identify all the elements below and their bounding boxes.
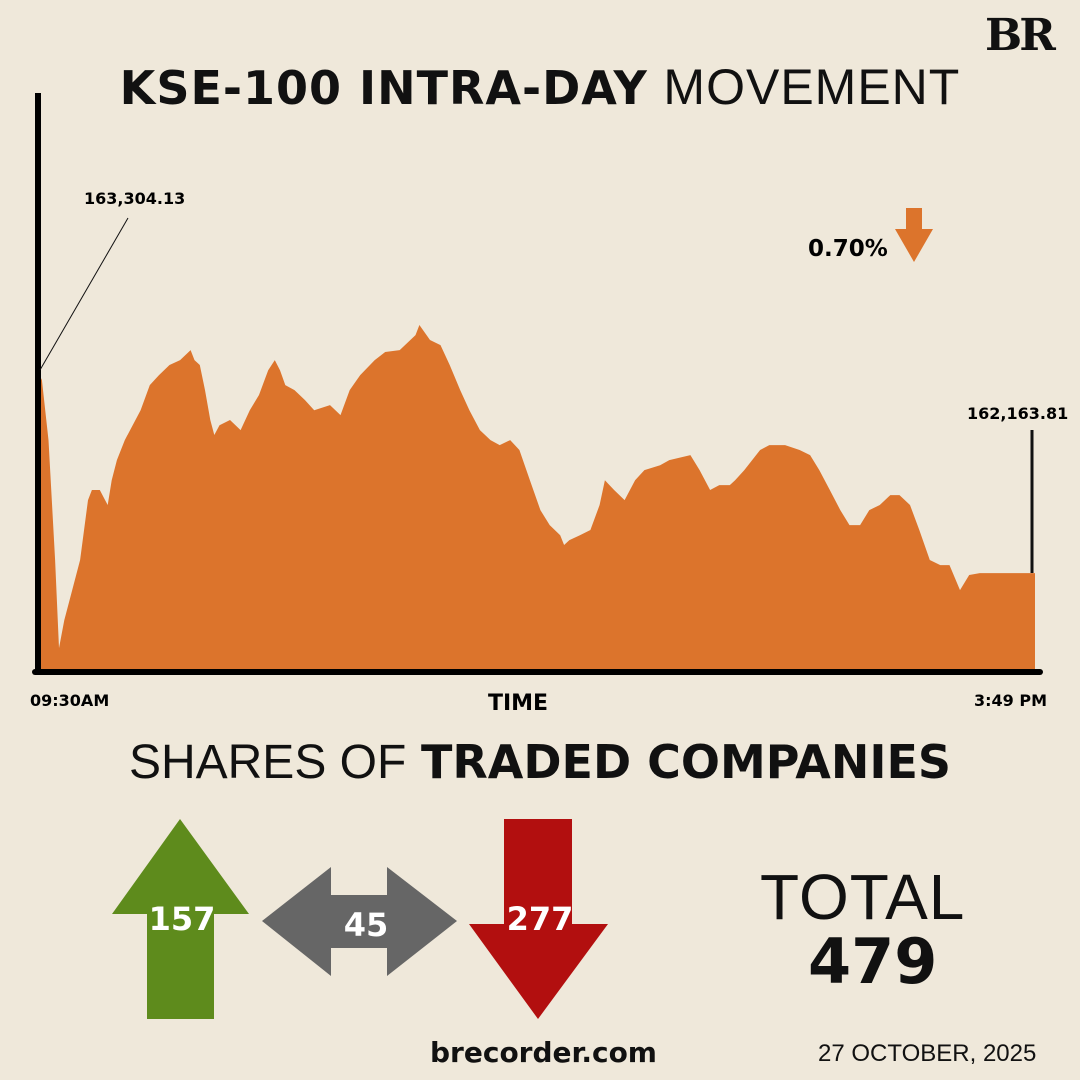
- date-label: 27 OCTOBER, 2025: [818, 1040, 1037, 1067]
- shares-title-light: SHARES OF: [128, 736, 407, 789]
- x-end-label: 3:49 PM: [974, 691, 1047, 710]
- advanced-up-arrow-icon: [112, 819, 249, 1019]
- unchanged-count: 45: [344, 906, 389, 944]
- shares-title-bold: TRADED COMPANIES: [420, 735, 952, 789]
- declined-count: 277: [507, 900, 574, 938]
- title-bold: KSE-100 INTRA-DAY: [119, 61, 648, 115]
- title-light: MOVEMENT: [663, 59, 961, 115]
- x-axis-title: TIME: [488, 691, 548, 716]
- x-start-label: 09:30AM: [30, 691, 109, 710]
- declined-down-arrow-icon: [469, 819, 608, 1019]
- intraday-area: [38, 325, 1035, 670]
- close-value-label: 162,163.81: [967, 404, 1068, 423]
- website-link[interactable]: brecorder.com: [430, 1036, 657, 1069]
- chart-title: KSE-100 INTRA-DAY MOVEMENT: [0, 58, 1080, 116]
- open-leader-line: [39, 217, 129, 371]
- br-logo: BR: [985, 10, 1056, 61]
- shares-title: SHARES OF TRADED COMPANIES: [0, 735, 1080, 790]
- total-label: TOTAL: [760, 861, 966, 933]
- total-value: 479: [808, 925, 938, 998]
- down-arrow-icon: [895, 208, 933, 262]
- open-value-label: 163,304.13: [84, 189, 185, 208]
- change-label: 0.70%: [808, 236, 888, 262]
- unchanged-double-arrow-icon: [262, 867, 457, 976]
- advanced-count: 157: [149, 900, 216, 938]
